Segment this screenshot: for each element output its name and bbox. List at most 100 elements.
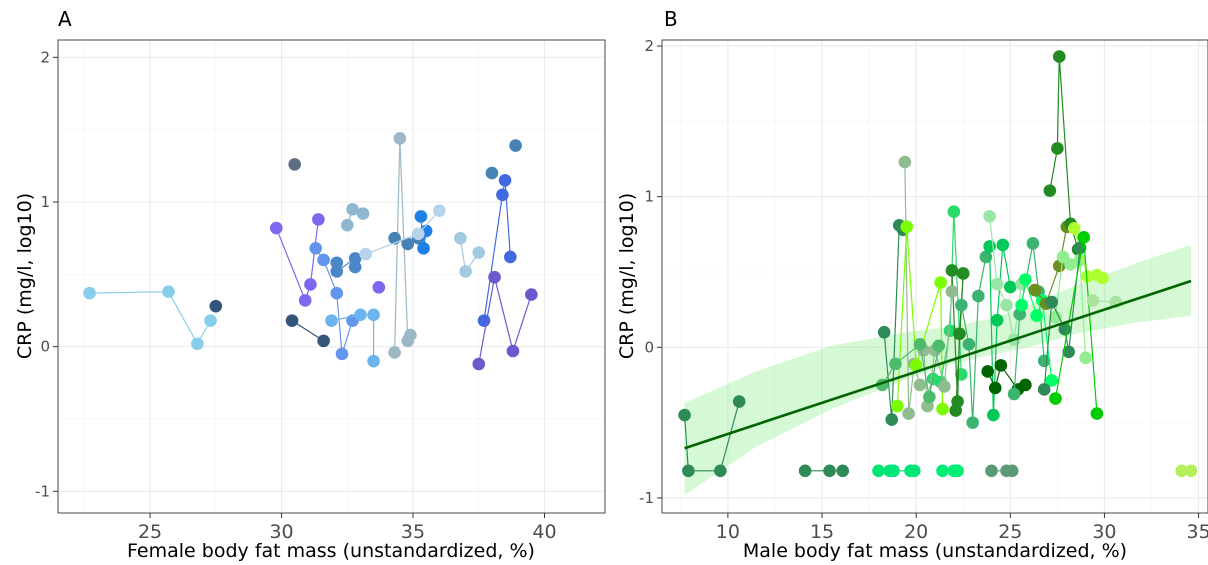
panel-a-data-point bbox=[525, 288, 538, 301]
panel-b-data-point bbox=[1049, 310, 1062, 324]
panel-b-data-point bbox=[1175, 464, 1188, 478]
panel-b-subject-1 bbox=[678, 395, 746, 478]
panel-a-subject-1 bbox=[83, 285, 217, 351]
panel-b-data-point bbox=[678, 408, 691, 422]
panel-a-data-point bbox=[298, 294, 312, 307]
panel-b-data-point bbox=[945, 285, 959, 298]
panel-b-data-point bbox=[990, 277, 1004, 291]
panel-b-data-point bbox=[1062, 345, 1075, 359]
panel-b-subject-line bbox=[904, 162, 921, 414]
panel-b-data-point bbox=[907, 464, 921, 478]
panel-a-data-point bbox=[330, 256, 344, 270]
panel-a-data-point bbox=[309, 241, 323, 255]
panel-b-y-tick-label: 0 bbox=[644, 338, 654, 356]
panel-b-subject-line bbox=[883, 223, 904, 420]
panel-b-data-point bbox=[1019, 273, 1032, 286]
panel-b-data-point bbox=[1052, 50, 1066, 63]
panel-b-subject-15 bbox=[981, 359, 1032, 396]
panel-a-data-point bbox=[348, 252, 362, 265]
panel-b-confidence-ribbon bbox=[684, 244, 1192, 495]
panel-b-data-point bbox=[1090, 407, 1104, 420]
panel-a-subject-4 bbox=[285, 314, 330, 348]
panel-b-data-point bbox=[732, 395, 746, 408]
panel-a-data-point bbox=[472, 246, 486, 259]
panel-a-data-point bbox=[285, 314, 299, 327]
panel-b-data-point bbox=[823, 464, 836, 478]
panel-a-data-point bbox=[372, 281, 386, 294]
panel-a-subject-line bbox=[483, 180, 511, 321]
panel-b-subject-line bbox=[683, 401, 740, 472]
panel-a-data-point bbox=[414, 210, 428, 223]
panel-a-data-point bbox=[330, 265, 344, 278]
panel-a-frame bbox=[57, 39, 606, 514]
panel-b-y-tick-label: 2 bbox=[644, 37, 654, 55]
panel-b-data-point bbox=[900, 220, 914, 234]
panel-a-series bbox=[83, 132, 538, 371]
panel-b-data-point bbox=[953, 327, 966, 341]
panel-b-series bbox=[678, 50, 1198, 478]
panel-a-data-point bbox=[83, 286, 96, 300]
panel-b-data-point bbox=[932, 339, 946, 353]
panel-b-data-point bbox=[979, 250, 993, 264]
panel-b-data-point bbox=[1051, 142, 1064, 155]
panel-b-data-point bbox=[1005, 464, 1019, 478]
panel-a-x-axis-title: Female body fat mass (unstandardized, %) bbox=[127, 540, 535, 562]
panel-a-y-axis-title: CRP (mg/l, log10) bbox=[14, 193, 36, 359]
panel-a-data-point bbox=[388, 346, 401, 359]
panel-b-subject-6 bbox=[1175, 464, 1198, 478]
panel-a-data-point bbox=[359, 247, 372, 261]
panel-b-data-point bbox=[1081, 270, 1094, 283]
panel-a-subject-7 bbox=[330, 252, 362, 278]
panel-b-data-point bbox=[981, 365, 995, 378]
panel-a-subject-line bbox=[89, 291, 212, 345]
panel-b-subject-7 bbox=[877, 218, 910, 426]
panel-a-data-point bbox=[340, 218, 354, 232]
panel-b-subject-23 bbox=[1037, 241, 1087, 396]
panel-b-data-point bbox=[988, 381, 1002, 395]
panel-a-data-point bbox=[317, 334, 330, 348]
panel-a-y-tick-label: 2 bbox=[40, 48, 50, 66]
panel-b-data-point bbox=[1064, 258, 1077, 271]
panel-a-subject-2 bbox=[209, 299, 223, 313]
panel-a-data-point bbox=[472, 357, 486, 371]
panel-b-x-tick-label: 30 bbox=[1092, 521, 1116, 543]
panel-a-data-point bbox=[348, 260, 362, 274]
panel-a-label: A bbox=[58, 7, 72, 31]
panel-b-data-point bbox=[983, 209, 996, 223]
panel-b-data-point bbox=[887, 464, 900, 478]
panel-b-grid bbox=[662, 40, 1208, 513]
panel-a-data-point bbox=[204, 314, 217, 327]
panel-b-subject-3 bbox=[872, 464, 921, 478]
panel-a-subject-5 bbox=[269, 213, 325, 307]
panel-b-data-point bbox=[945, 264, 959, 277]
panel-a-subject-14 bbox=[359, 204, 446, 261]
panel-a-subject-13 bbox=[414, 210, 433, 255]
panel-a-subject-18 bbox=[509, 139, 522, 152]
panel-b-x-tick-label: 25 bbox=[998, 521, 1022, 543]
panel-b-data-point bbox=[972, 289, 985, 303]
panel-a-data-point bbox=[506, 344, 520, 358]
panel-a-data-point bbox=[354, 308, 367, 322]
panel-b-data-point bbox=[898, 155, 912, 169]
panel-b-data-point bbox=[1096, 271, 1109, 285]
panel-b-data-point bbox=[1030, 309, 1043, 322]
panel-b-data-point bbox=[909, 359, 923, 372]
panel-b-data-point bbox=[936, 402, 949, 416]
panel-b-subject-26 bbox=[875, 337, 946, 404]
panel-a-data-point bbox=[454, 231, 467, 245]
panel-a-data-point bbox=[269, 221, 283, 235]
panel-b-data-point bbox=[1026, 237, 1040, 250]
panel-b-data-point bbox=[990, 313, 1004, 327]
panel-a-subject-3 bbox=[288, 158, 301, 171]
panel-a-data-point bbox=[209, 299, 223, 313]
panel-b-frame bbox=[661, 39, 1208, 514]
panel-a-data-point bbox=[304, 278, 317, 291]
panel-a-data-point bbox=[325, 314, 338, 327]
panel-b-x-tick-label: 35 bbox=[1186, 521, 1208, 543]
panel-a-x-tick-label: 25 bbox=[138, 521, 162, 543]
panel-a-subject-6 bbox=[309, 241, 359, 361]
panel-a-data-point bbox=[433, 204, 446, 217]
panel-a-data-point bbox=[356, 207, 370, 220]
panel-b-subject-5 bbox=[985, 464, 1019, 478]
